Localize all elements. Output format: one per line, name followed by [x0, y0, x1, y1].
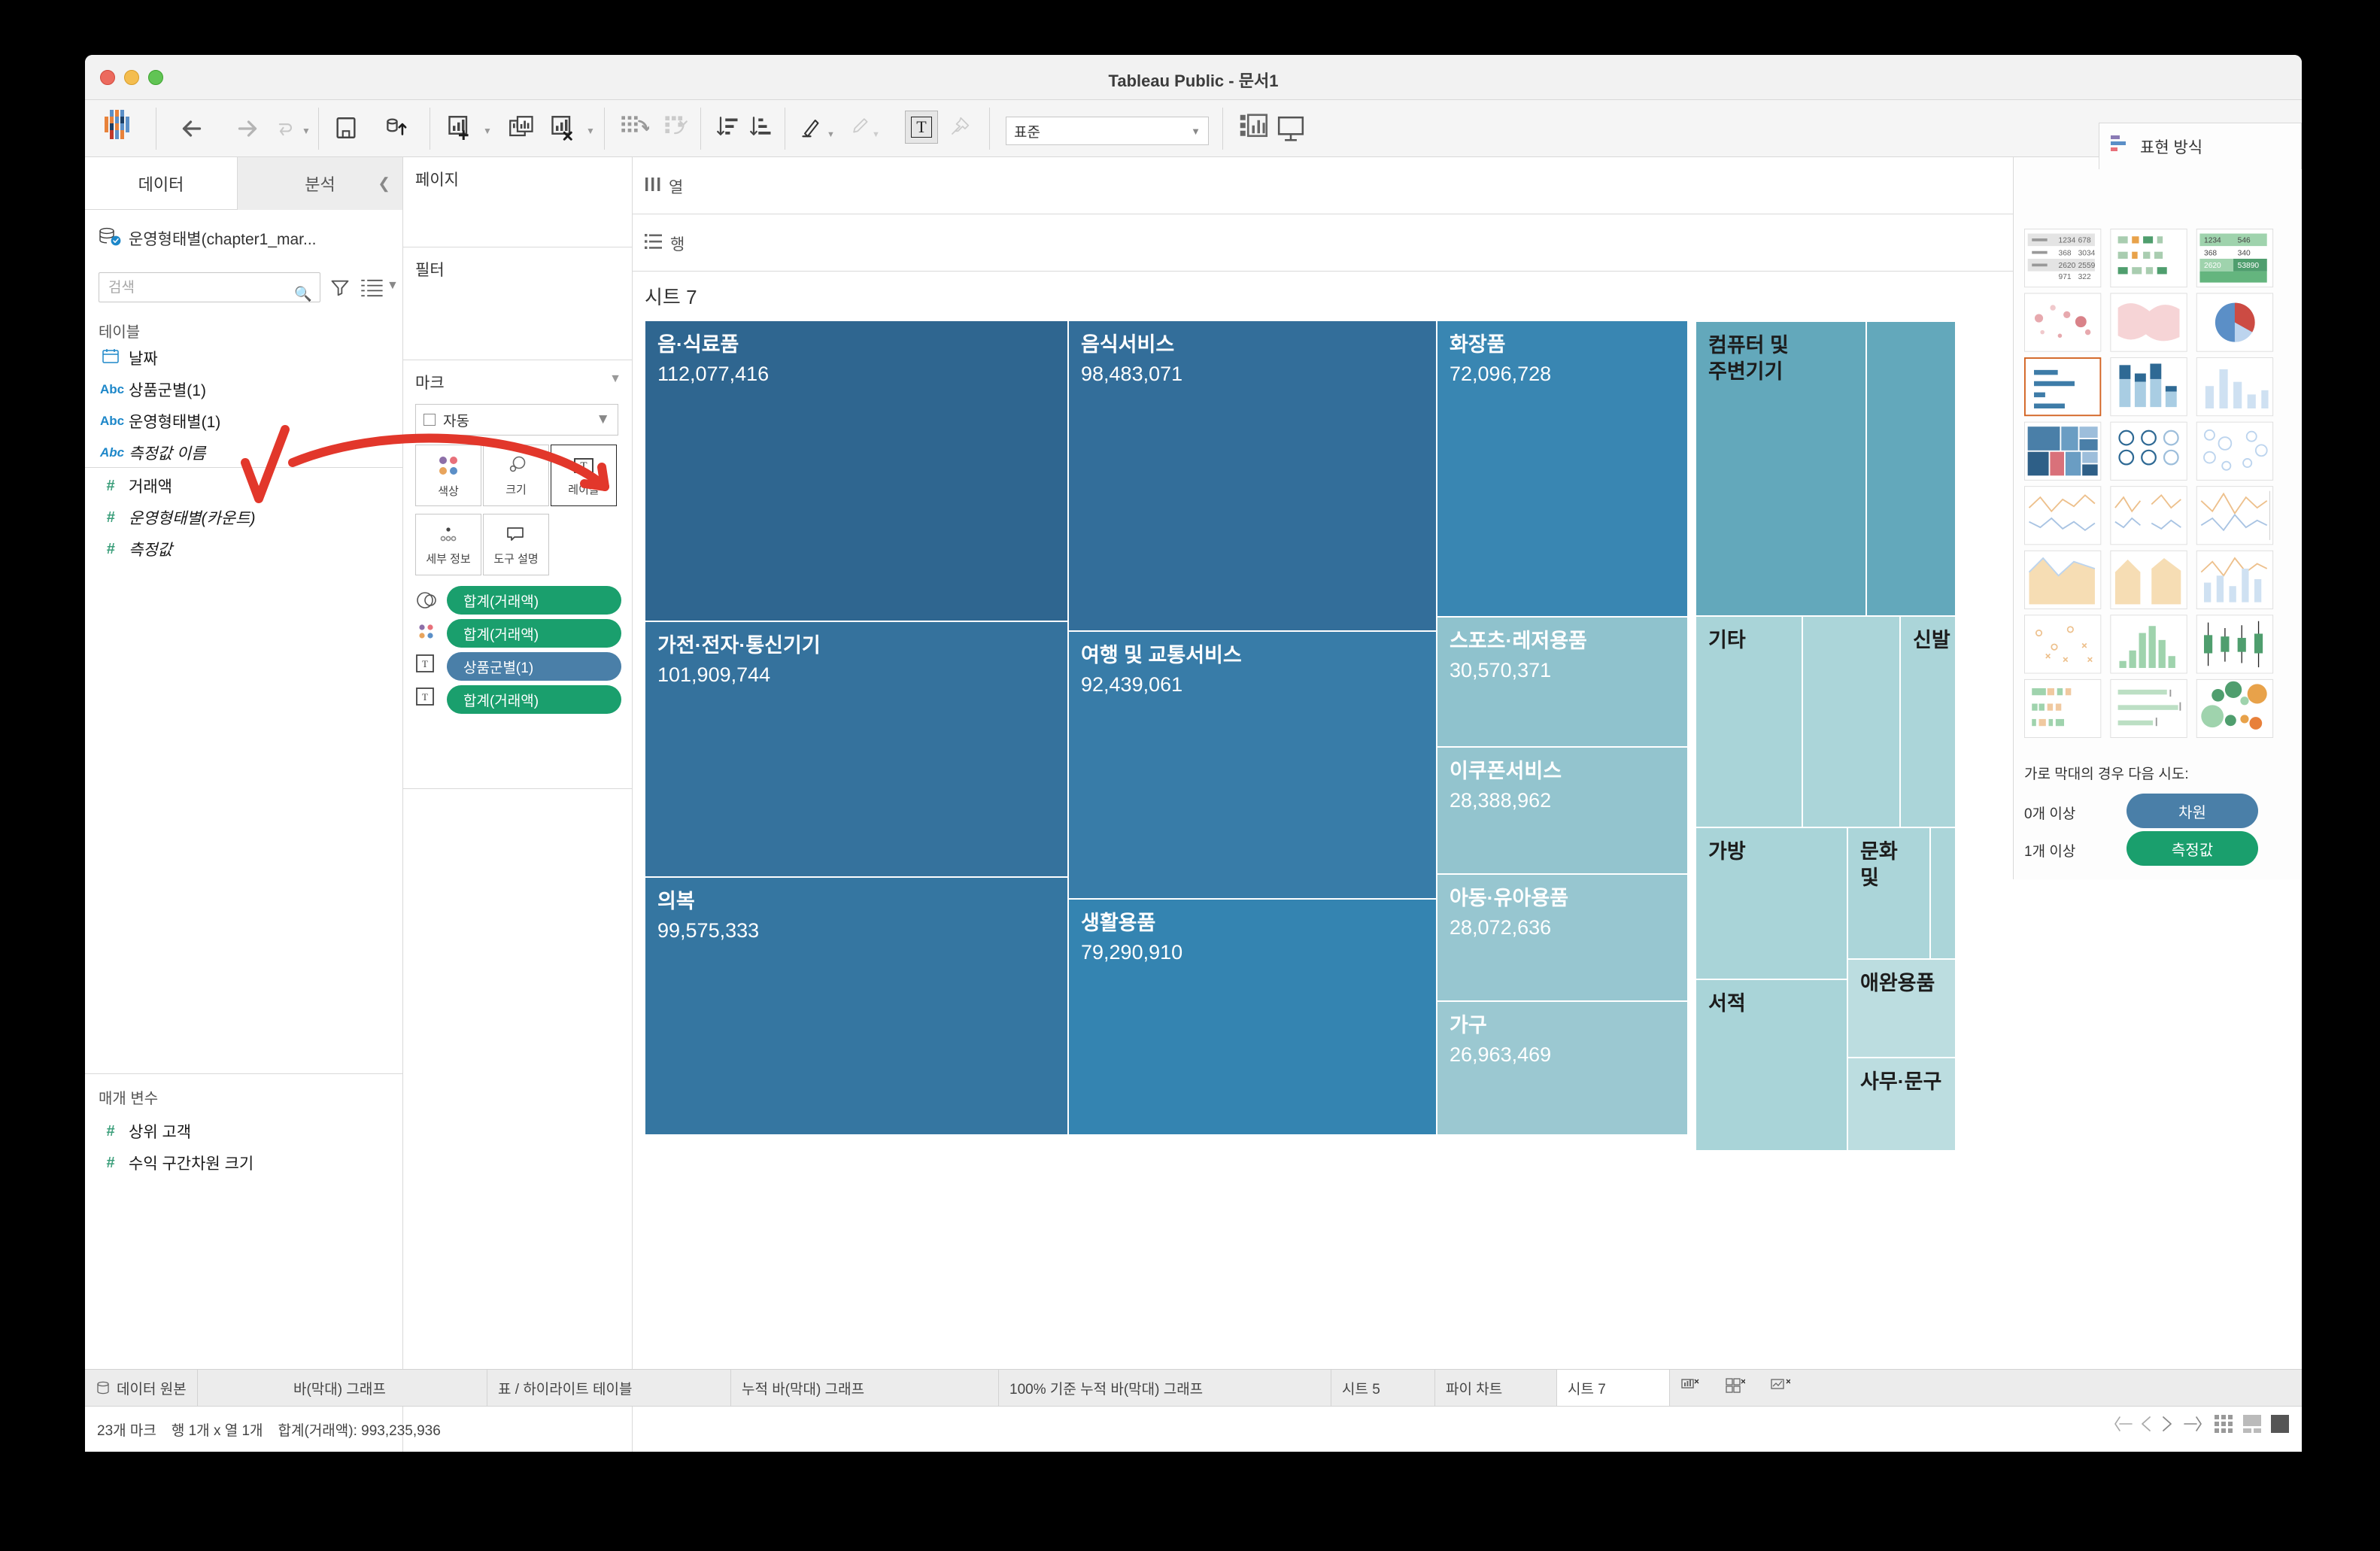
svg-text:368: 368: [2204, 249, 2217, 257]
svg-text:546: 546: [2238, 237, 2251, 245]
svg-text:53890: 53890: [2238, 262, 2260, 270]
svg-text:T: T: [422, 691, 428, 703]
svg-text:1234: 1234: [2204, 237, 2221, 245]
svg-text:1234: 1234: [2059, 237, 2076, 245]
svg-text:T: T: [422, 658, 428, 669]
svg-text:340: 340: [2238, 249, 2251, 257]
svg-text:368: 368: [2059, 249, 2072, 257]
svg-text:2559: 2559: [2078, 262, 2096, 270]
svg-text:322: 322: [2078, 273, 2091, 281]
svg-text:971: 971: [2059, 273, 2072, 281]
svg-text:2620: 2620: [2204, 262, 2221, 270]
svg-text:2620: 2620: [2059, 262, 2076, 270]
svg-text:3034: 3034: [2078, 249, 2096, 257]
svg-text:678: 678: [2078, 237, 2091, 245]
